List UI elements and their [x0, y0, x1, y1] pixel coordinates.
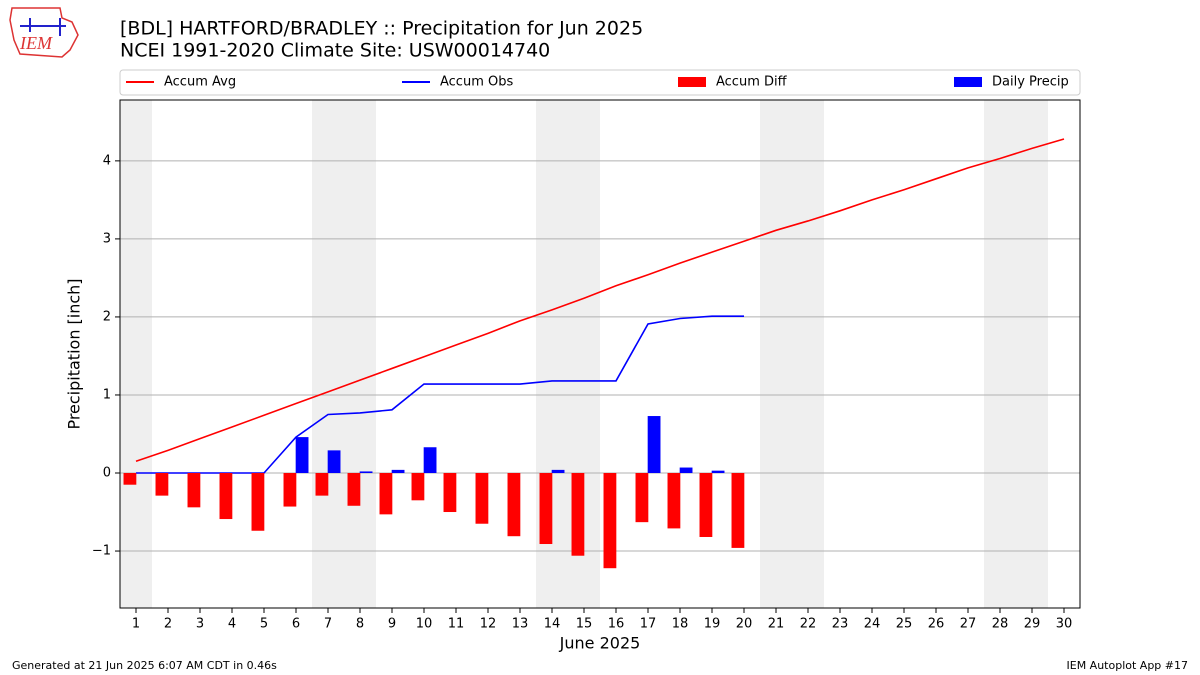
legend-swatch	[678, 77, 706, 87]
bar	[423, 447, 437, 474]
bar	[155, 473, 169, 496]
x-tick-label: 21	[768, 617, 785, 632]
bar	[667, 473, 681, 529]
bar	[283, 473, 297, 507]
legend-box	[119, 69, 1081, 96]
x-tick-label: 19	[704, 617, 721, 632]
x-tick-label: 30	[1056, 617, 1073, 632]
x-tick-label: 22	[800, 617, 817, 632]
x-tick-label: 9	[388, 617, 396, 632]
plot-frame	[119, 99, 1081, 609]
y-tick-label: 4	[103, 153, 111, 168]
bar	[571, 473, 585, 556]
bar	[711, 470, 725, 474]
x-tick-label: 6	[292, 617, 300, 632]
legend-label: Daily Precip	[992, 75, 1069, 90]
bar	[679, 467, 693, 474]
bar	[379, 473, 393, 515]
bar	[699, 473, 713, 537]
bar	[443, 473, 457, 513]
y-axis-label: Precipitation [inch]	[65, 278, 84, 429]
bar	[507, 473, 521, 537]
bar	[391, 469, 405, 474]
y-tick-label: 3	[103, 231, 111, 246]
x-tick-label: 5	[260, 617, 268, 632]
line	[136, 315, 744, 474]
bar	[647, 416, 661, 474]
y-tick-label: 1	[103, 387, 111, 402]
x-tick-label: 28	[992, 617, 1009, 632]
x-tick-label: 8	[356, 617, 364, 632]
bar	[539, 473, 553, 545]
x-tick-label: 15	[576, 617, 593, 632]
x-tick-label: 29	[1024, 617, 1041, 632]
y-tick-label: 2	[103, 309, 111, 324]
x-tick-label: 18	[672, 617, 689, 632]
x-tick-label: 23	[832, 617, 849, 632]
line	[135, 138, 1065, 463]
weekend-shading	[120, 100, 1048, 608]
bar	[123, 473, 137, 485]
x-tick-label: 27	[960, 617, 977, 632]
x-tick-label: 17	[640, 617, 657, 632]
x-tick-label: 4	[228, 617, 236, 632]
legend-label: Accum Obs	[440, 75, 513, 90]
y-tick-label: 0	[103, 466, 111, 481]
y-tick-label: −1	[92, 544, 111, 559]
bar	[347, 473, 361, 506]
bar	[219, 473, 233, 520]
bar	[315, 473, 329, 496]
bar	[635, 473, 649, 523]
legend-label: Accum Avg	[164, 75, 236, 90]
footer-left: Generated at 21 Jun 2025 6:07 AM CDT in …	[12, 659, 277, 672]
x-tick-label: 1	[132, 617, 140, 632]
bar	[551, 469, 565, 474]
x-tick-label: 16	[608, 617, 625, 632]
bar	[295, 437, 309, 474]
bar	[187, 473, 201, 508]
x-tick-label: 25	[896, 617, 913, 632]
x-axis-label: June 2025	[559, 634, 641, 653]
x-tick-label: 2	[164, 617, 172, 632]
logo-text: IEM	[19, 33, 53, 53]
chart-subtitle: NCEI 1991-2020 Climate Site: USW00014740	[120, 40, 550, 62]
footer-right: IEM Autoplot App #17	[1067, 659, 1189, 672]
x-tick-label: 3	[196, 617, 204, 632]
logo: IEM	[9, 7, 79, 58]
chart-title: [BDL] HARTFORD/BRADLEY :: Precipitation …	[120, 18, 643, 40]
x-tick-label: 11	[448, 617, 465, 632]
x-tick-label: 7	[324, 617, 332, 632]
bar	[475, 473, 489, 524]
x-tick-label: 13	[512, 617, 529, 632]
bar	[327, 450, 341, 474]
bar	[731, 473, 745, 548]
x-tick-label: 14	[544, 617, 561, 632]
bar	[603, 473, 617, 569]
bar	[251, 473, 265, 531]
bar	[359, 471, 373, 474]
x-tick-label: 24	[864, 617, 881, 632]
bar	[411, 473, 425, 501]
legend-swatch	[954, 77, 982, 87]
legend-label: Accum Diff	[716, 75, 788, 90]
x-tick-label: 10	[416, 617, 433, 632]
x-tick-label: 20	[736, 617, 753, 632]
x-tick-label: 26	[928, 617, 945, 632]
x-tick-label: 12	[480, 617, 497, 632]
